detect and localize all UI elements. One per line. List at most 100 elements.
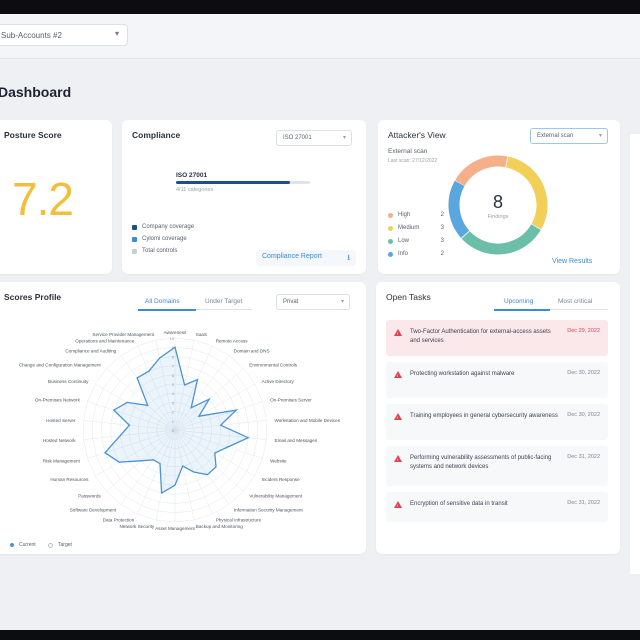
task-text: Encryption of sensitive data in transit <box>410 501 508 507</box>
compliance-legend-total: Total controls <box>132 248 177 254</box>
radar-domain-label: SaaS <box>196 332 207 337</box>
radar-axis-tick: 1 <box>172 419 175 424</box>
task-text: Protecting workstation against malware <box>410 371 515 377</box>
radar-axis-tick: 3 <box>172 400 175 405</box>
radar-grid-spoke <box>95 429 176 477</box>
page-title: Dashboard <box>0 84 72 100</box>
radar-grid-spoke <box>83 429 176 440</box>
view-results-link[interactable]: View Results <box>552 258 593 265</box>
legend-swatch <box>388 238 393 244</box>
active-tab-underline <box>138 309 196 311</box>
warning-icon <box>394 501 402 508</box>
compliance-report-button[interactable]: Compliance Report ⭳ <box>256 250 356 266</box>
radar-grid-spoke <box>174 429 263 459</box>
top-bar: Sub-Accounts #2 ▾ <box>0 14 640 59</box>
radar-grid-spoke <box>174 355 230 431</box>
radar-legend-target: Target <box>48 542 72 548</box>
open-tasks-card: Open Tasks Upcoming Most critical ! Two-… <box>376 282 620 554</box>
donut-total: 8 <box>493 192 503 212</box>
radar-domain-label: Domain and DNS <box>234 349 270 354</box>
tab-all-domains[interactable]: All Domains <box>145 298 180 305</box>
compliance-bar-label: ISO 27001 <box>176 172 208 179</box>
legend-swatch <box>132 224 137 230</box>
legend-label: High <box>398 212 411 218</box>
radar-grid-spoke <box>87 429 176 459</box>
radar-domain-label: Service Provider Management <box>92 332 155 337</box>
warning-icon-mark: ! <box>397 373 399 378</box>
legend-swatch <box>10 543 14 547</box>
legend-label: Info <box>398 251 409 257</box>
tab-under-target[interactable]: Under Target <box>205 298 243 305</box>
radar-axis-tick: 6 <box>172 373 175 378</box>
donut-segment-high <box>448 155 548 255</box>
task-item[interactable]: ! Performing vulnerability assessments o… <box>386 446 608 486</box>
compliance-legend-cylomi: Cylomi coverage <box>132 236 187 242</box>
task-date: Dec 31, 2022 <box>567 454 600 460</box>
legend-swatch <box>388 225 393 231</box>
right-card-edge <box>630 134 640 574</box>
task-item[interactable]: ! Encryption of sensitive data in transi… <box>386 492 608 522</box>
radar-grid-spoke <box>120 355 176 431</box>
donut-segment-medium <box>448 155 548 255</box>
monitor-bezel <box>0 630 640 640</box>
compliance-framework-select[interactable]: ISO 27001 ▾ <box>276 130 352 146</box>
radar-domain-label: Change and Configuration Management <box>19 362 101 367</box>
warning-icon <box>394 455 402 462</box>
task-date: Dec 31, 2022 <box>567 500 600 506</box>
tab-most-critical[interactable]: Most critical <box>558 298 593 305</box>
radar-domain-label: Asset Management <box>155 526 195 531</box>
radar-axis-tick: 7 <box>172 364 175 369</box>
chevron-down-icon: ▾ <box>342 135 346 141</box>
radar-domain-label: Human Resources <box>50 477 89 482</box>
task-item[interactable]: ! Training employees in general cybersec… <box>386 404 608 440</box>
open-tasks-title: Open Tasks <box>386 292 431 302</box>
legend-label: Medium <box>398 225 420 231</box>
radar-domain-label: On-Premises Network <box>35 398 81 403</box>
account-select-label: Sub-Accounts #2 <box>1 30 62 40</box>
radar-grid-spoke <box>106 368 176 431</box>
attackers-view-card: Attacker's View External scan ▾ External… <box>378 120 620 274</box>
legend-swatch <box>388 212 393 218</box>
warning-icon-mark: ! <box>397 415 399 420</box>
radar-grid-spoke <box>137 345 176 431</box>
radar-grid-spoke <box>174 429 267 440</box>
scan-type-label: External scan <box>537 133 574 139</box>
legend-count: 3 <box>440 238 444 244</box>
tab-upcoming[interactable]: Upcoming <box>504 298 534 305</box>
warning-icon-mark: ! <box>397 457 399 462</box>
radar-axis-tick: 2 <box>172 410 175 415</box>
radar-grid-spoke <box>174 401 263 431</box>
account-select[interactable]: Sub-Accounts #2 ▾ <box>0 24 128 46</box>
radar-grid-spoke <box>174 429 230 505</box>
radar-axis-tick: 8 <box>172 354 175 359</box>
radar-grid-spoke <box>155 339 176 431</box>
legend-label: Cylomi coverage <box>142 236 187 242</box>
task-date: Dec 30, 2022 <box>567 370 600 376</box>
donut-total-label: Findings <box>488 214 509 220</box>
profile-filter-select[interactable]: Privat ▾ <box>276 294 350 310</box>
findings-donut-chart: 8 Findings <box>448 155 548 255</box>
task-text: Performing vulnerability assessments of … <box>410 455 552 470</box>
radar-domain-label: Backup and Monitoring <box>196 524 243 529</box>
attackers-view-title: Attacker's View <box>388 130 446 140</box>
warning-icon <box>394 329 402 336</box>
warning-icon-mark: ! <box>397 503 399 508</box>
chevron-down-icon: ▾ <box>114 29 119 38</box>
radar-domain-label: Email and Messages <box>275 438 318 443</box>
radar-axis-tick: 4 <box>172 391 175 396</box>
radar-grid-spoke <box>95 383 176 431</box>
posture-score-card: Posture Score 7.2 <box>0 120 112 274</box>
profile-filter-label: Privat <box>283 299 299 305</box>
radar-grid-spoke <box>120 429 176 505</box>
tab-divider <box>550 309 608 310</box>
legend-swatch <box>48 542 53 548</box>
last-scan-label: Last scan: 27/12/2022 <box>388 158 438 164</box>
task-item[interactable]: ! Protecting workstation against malware… <box>386 362 608 398</box>
task-item[interactable]: ! Two-Factor Authentication for external… <box>386 320 608 356</box>
chevron-down-icon: ▾ <box>598 133 602 139</box>
radar-domain-label: Physical Infrastructure <box>216 518 262 523</box>
legend-label: Total controls <box>142 248 178 254</box>
scan-type-select[interactable]: External scan ▾ <box>530 128 608 144</box>
legend-swatch <box>388 251 393 257</box>
